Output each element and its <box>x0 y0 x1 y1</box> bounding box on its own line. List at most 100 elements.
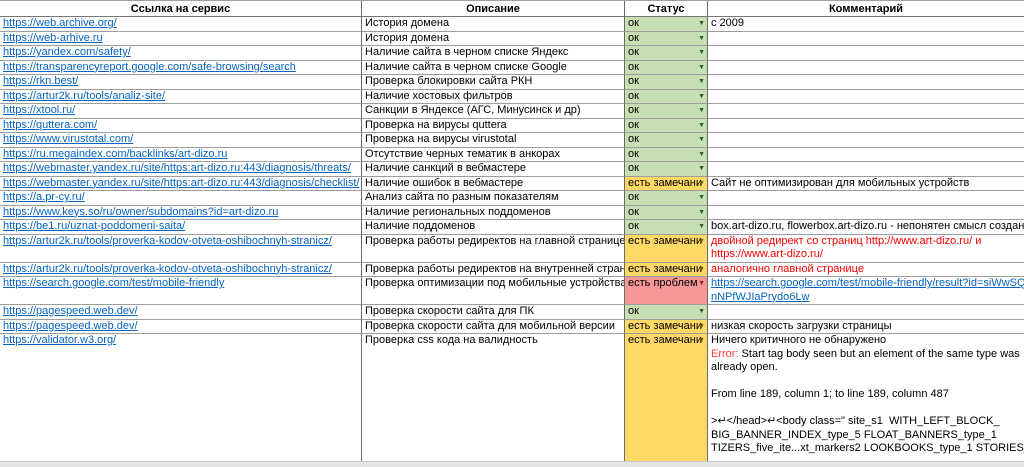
service-link[interactable]: https://rkn.best/ <box>3 75 79 87</box>
service-link[interactable]: https://artur2k.ru/tools/proverka-kodov-… <box>3 262 332 275</box>
status-label: ок <box>628 75 639 87</box>
service-link-cell: https://www.virustotal.com/ <box>0 133 362 148</box>
service-link[interactable]: https://search.google.com/test/mobile-fr… <box>3 277 225 289</box>
status-label: есть замечани <box>628 334 702 346</box>
status-dropdown[interactable]: ок ▼ <box>625 118 708 133</box>
status-dropdown[interactable]: есть проблем ▼ <box>625 277 708 305</box>
table-row: https://transparencyreport.google.com/sa… <box>0 60 1024 75</box>
status-dropdown[interactable]: ок ▼ <box>625 205 708 220</box>
service-link[interactable]: https://www.virustotal.com/ <box>3 133 134 145</box>
service-link[interactable]: https://www.keys.so/ru/owner/subdomains?… <box>3 205 279 218</box>
dropdown-arrow-icon[interactable]: ▼ <box>698 194 705 201</box>
service-link[interactable]: https://webmaster.yandex.ru/site/https:a… <box>3 176 360 189</box>
comment-cell <box>708 162 1024 177</box>
dropdown-arrow-icon[interactable]: ▼ <box>698 121 705 129</box>
comment-cell: низкая скорость загрузки страницы <box>708 320 1024 334</box>
dropdown-arrow-icon[interactable]: ▼ <box>698 208 705 216</box>
status-dropdown[interactable]: есть замечани ▼ <box>625 176 708 191</box>
table-row: https://web-arhive.ru История домена ок ▼ <box>0 31 1024 46</box>
dropdown-arrow-icon[interactable]: ▼ <box>698 179 705 187</box>
service-link[interactable]: https://be1.ru/uznat-poddomeni-saita/ <box>3 220 186 232</box>
dropdown-arrow-icon[interactable]: ▼ <box>698 20 705 27</box>
status-dropdown[interactable]: ок ▼ <box>625 133 708 148</box>
table-row: https://www.virustotal.com/Проверка на в… <box>0 133 1024 148</box>
status-label: ок <box>628 118 639 131</box>
status-dropdown[interactable]: ок ▼ <box>625 147 708 162</box>
service-link-cell: https://web-arhive.ru <box>0 31 362 46</box>
dropdown-arrow-icon[interactable]: ▼ <box>698 337 705 344</box>
dropdown-arrow-icon[interactable]: ▼ <box>698 150 705 158</box>
service-link[interactable]: https://artur2k.ru/tools/analiz-site/ <box>3 89 166 102</box>
dropdown-arrow-icon[interactable]: ▼ <box>698 322 705 330</box>
status-dropdown[interactable]: ок ▼ <box>625 220 708 235</box>
service-link[interactable]: https://webmaster.yandex.ru/site/https:a… <box>3 162 351 174</box>
dropdown-arrow-icon[interactable]: ▼ <box>698 223 705 230</box>
status-dropdown[interactable]: ок ▼ <box>625 75 708 90</box>
comment-text: Error: <box>711 347 739 360</box>
service-link[interactable]: https://pagespeed.web.dev/ <box>3 305 138 317</box>
service-link[interactable]: https://a.pr-cy.ru/ <box>3 191 85 203</box>
dropdown-arrow-icon[interactable]: ▼ <box>698 49 705 56</box>
service-link-cell: https://search.google.com/test/mobile-fr… <box>0 277 362 305</box>
status-dropdown[interactable]: ок ▼ <box>625 31 708 46</box>
service-link-cell: https://yandex.com/safety/ <box>0 46 362 61</box>
service-link[interactable]: https://quttera.com/ <box>3 118 98 131</box>
status-dropdown[interactable]: есть замечани ▼ <box>625 234 708 263</box>
description-cell: Наличие хостовых фильтров <box>362 89 625 104</box>
service-link-cell: https://quttera.com/ <box>0 118 362 133</box>
service-link[interactable]: https://transparencyreport.google.com/sa… <box>3 60 296 73</box>
table-row: https://pagespeed.web.dev/Проверка скоро… <box>0 319 1024 334</box>
service-link[interactable]: https://xtool.ru/ <box>3 104 76 116</box>
comment-cell: box.art-dizo.ru, flowerbox.art-dizo.ru -… <box>708 220 1024 235</box>
status-dropdown[interactable]: есть замечани ▼ <box>625 319 708 334</box>
dropdown-arrow-icon[interactable]: ▼ <box>698 237 705 245</box>
service-link[interactable]: https://ru.megaindex.com/backlinks/art-d… <box>3 147 228 160</box>
header-description: Описание <box>362 1 625 17</box>
service-link[interactable]: https://web.archive.org/ <box>3 17 117 29</box>
service-link[interactable]: https://pagespeed.web.dev/ <box>3 319 138 332</box>
comment-cell <box>708 191 1024 206</box>
dropdown-arrow-icon[interactable]: ▼ <box>698 92 705 100</box>
service-link[interactable]: https://artur2k.ru/tools/proverka-kodov-… <box>3 234 332 247</box>
description-cell: Наличие региональных поддоменов <box>362 205 625 220</box>
status-dropdown[interactable]: ок ▼ <box>625 305 708 320</box>
comment-text: Сайт не оптимизирован для мобильных устр… <box>711 176 970 189</box>
status-dropdown[interactable]: ок ▼ <box>625 60 708 75</box>
dropdown-arrow-icon[interactable]: ▼ <box>698 308 705 315</box>
service-link[interactable]: https://validator.w3.org/ <box>3 334 117 346</box>
comment-text: box.art-dizo.ru, flowerbox.art-dizo.ru -… <box>711 220 1024 232</box>
dropdown-arrow-icon[interactable]: ▼ <box>698 136 705 143</box>
table-row: https://pagespeed.web.dev/Проверка скоро… <box>0 305 1024 320</box>
status-dropdown[interactable]: ок ▼ <box>625 46 708 61</box>
description-cell: Наличие сайта в черном списке Google <box>362 60 625 75</box>
service-link-cell: https://webmaster.yandex.ru/site/https:a… <box>0 176 362 191</box>
status-dropdown[interactable]: ок ▼ <box>625 162 708 177</box>
comment-link[interactable]: https://search.google.com/test/mobile-fr… <box>711 277 1024 303</box>
table-header: Ссылка на сервис Описание Статус Коммент… <box>0 0 1024 17</box>
status-dropdown[interactable]: ок ▼ <box>625 191 708 206</box>
status-dropdown[interactable]: есть замечани ▼ <box>625 262 708 277</box>
table-row: https://xtool.ru/Санкции в Яндексе (АГС,… <box>0 104 1024 119</box>
description-cell: Санкции в Яндексе (АГС, Минусинск и др) <box>362 104 625 119</box>
status-dropdown[interactable]: ок ▼ <box>625 104 708 119</box>
status-dropdown[interactable]: ок ▼ <box>625 89 708 104</box>
dropdown-arrow-icon[interactable]: ▼ <box>698 34 705 42</box>
table-row: https://artur2k.ru/tools/analiz-site/Нал… <box>0 89 1024 104</box>
dropdown-arrow-icon[interactable]: ▼ <box>698 280 705 287</box>
horizontal-scrollbar[interactable] <box>0 461 1024 467</box>
service-link[interactable]: https://yandex.com/safety/ <box>3 46 131 58</box>
status-dropdown[interactable]: есть замечани ▼ <box>625 334 708 467</box>
dropdown-arrow-icon[interactable]: ▼ <box>698 78 705 85</box>
dropdown-arrow-icon[interactable]: ▼ <box>698 265 705 273</box>
dropdown-arrow-icon[interactable]: ▼ <box>698 63 705 71</box>
service-link-cell: https://xtool.ru/ <box>0 104 362 119</box>
dropdown-arrow-icon[interactable]: ▼ <box>698 107 705 114</box>
status-label: ок <box>628 31 639 44</box>
comment-cell <box>708 148 1024 162</box>
status-dropdown[interactable]: ок ▼ <box>625 17 708 32</box>
service-link[interactable]: https://web-arhive.ru <box>3 31 103 44</box>
comment-cell <box>708 133 1024 148</box>
service-link-cell: https://validator.w3.org/ <box>0 334 362 467</box>
dropdown-arrow-icon[interactable]: ▼ <box>698 165 705 172</box>
